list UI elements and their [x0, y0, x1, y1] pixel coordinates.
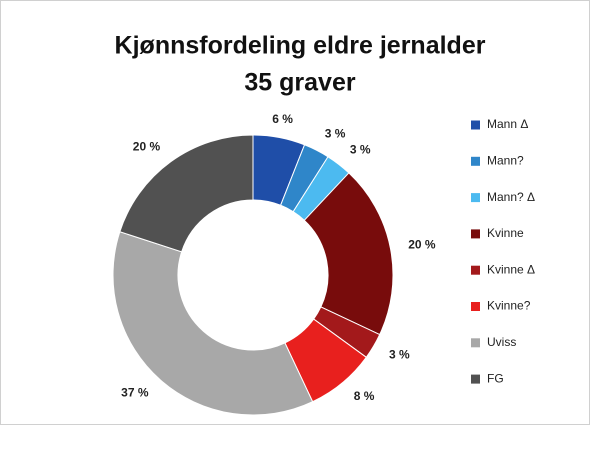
legend-label: Mann? [487, 153, 524, 167]
data-label: 20 % [133, 139, 161, 153]
legend-label: Kvinne? [487, 299, 531, 313]
data-label: 3 % [389, 348, 410, 362]
data-label: 3 % [325, 126, 346, 140]
legend-label: Kvinne [487, 226, 524, 240]
data-label: 6 % [272, 112, 293, 126]
legend-label: FG [487, 371, 504, 385]
chart-subtitle: 35 graver [244, 69, 355, 97]
legend-swatch [471, 156, 480, 166]
legend-label: Kvinne Δ [487, 262, 535, 276]
legend-swatch [471, 302, 480, 311]
data-label: 8 % [354, 389, 375, 403]
legend-swatch [471, 120, 480, 130]
legend-label: Mann? Δ [487, 190, 535, 204]
legend-swatch [471, 374, 480, 384]
legend-swatch [471, 229, 480, 239]
donut-slice [112, 231, 314, 416]
data-label: 20 % [408, 238, 436, 252]
chart-title: Kjønnsfordeling eldre jernalder [115, 32, 486, 60]
data-label: 3 % [350, 142, 371, 156]
legend-label: Mann Δ [487, 117, 528, 131]
legend-swatch [471, 265, 480, 275]
donut-slice [119, 134, 254, 253]
legend-swatch [471, 193, 480, 203]
legend-label: Uviss [487, 335, 516, 349]
data-label: 37 % [121, 386, 149, 400]
legend-swatch [471, 338, 480, 348]
